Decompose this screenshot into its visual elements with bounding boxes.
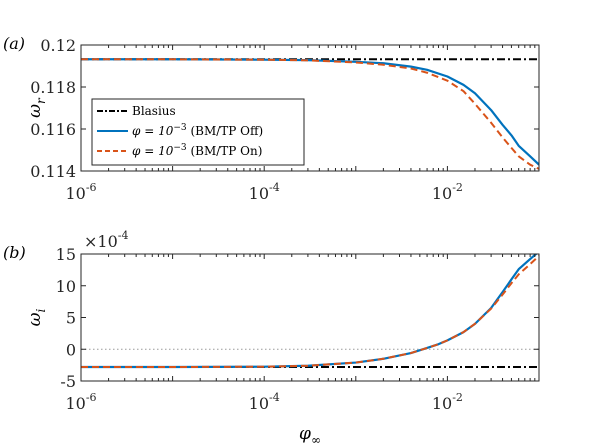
- legend-label-math: φ = 10: [132, 124, 174, 138]
- legend-label-tail: (BM/TP On): [187, 144, 263, 158]
- x-tick-label-base: 10: [432, 394, 452, 413]
- legend-label-exp: −3: [173, 143, 187, 153]
- y-tick-label: 10: [56, 277, 76, 296]
- x-tick-label-exp: -4: [269, 181, 280, 194]
- y-tick-label: 0.116: [30, 120, 76, 139]
- legend-label: φ = 10−3 (BM/TP Off): [132, 123, 263, 138]
- y-axis-label-sub: i: [34, 308, 48, 312]
- x-tick-label-exp: -6: [86, 391, 97, 404]
- y-multiplier-exp: -4: [118, 229, 129, 242]
- y-tick-label: 0.118: [30, 78, 76, 97]
- x-axis-label: φ∞: [299, 424, 321, 446]
- x-tick-label-base: 10: [65, 394, 85, 413]
- y-axis-label-base: ω: [25, 312, 45, 326]
- x-tick-label-base: 10: [432, 184, 452, 203]
- y-multiplier: ×10-4: [84, 229, 128, 251]
- y-tick-label: -5: [60, 372, 76, 391]
- legend-label-exp: −3: [173, 123, 187, 133]
- x-axis-label-base: φ: [299, 424, 311, 444]
- y-axis-label-sub: r: [34, 97, 48, 104]
- x-tick-label: 10-2: [432, 391, 463, 413]
- x-tick-label: 10-6: [65, 391, 96, 413]
- y-tick-label: 15: [56, 245, 76, 264]
- legend-label: φ = 10−3 (BM/TP On): [132, 143, 262, 158]
- y-axis-label-base: ω: [25, 104, 45, 118]
- series-line-bmtp-on: [81, 58, 539, 170]
- x-tick-label-base: 10: [65, 184, 85, 203]
- x-tick-label: 10-6: [65, 181, 96, 203]
- panel-label: (a): [3, 34, 25, 53]
- y-tick-label: 5: [66, 309, 76, 328]
- panel-label: (b): [3, 243, 26, 262]
- legend-label: Blasius: [132, 104, 176, 118]
- x-tick-label-exp: -2: [452, 391, 463, 404]
- legend-label-tail: (BM/TP Off): [187, 124, 264, 138]
- series-line-bmtp-on: [81, 255, 539, 369]
- y-tick-label: 0.12: [40, 36, 76, 55]
- y-axis-label: ωi: [25, 308, 48, 326]
- x-tick-label-exp: -4: [269, 391, 280, 404]
- x-tick-label-base: 10: [249, 394, 269, 413]
- x-tick-label-base: 10: [249, 184, 269, 203]
- axes-box: [80, 44, 540, 172]
- x-tick-label: 10-4: [249, 391, 280, 413]
- axes-box: [80, 253, 540, 382]
- y-multiplier-base: ×10: [84, 232, 118, 251]
- x-tick-label-exp: -2: [452, 181, 463, 194]
- x-tick-label: 10-2: [432, 181, 463, 203]
- y-tick-label: 0.114: [30, 162, 76, 181]
- x-tick-label-exp: -6: [86, 181, 97, 194]
- y-tick-label: 0: [66, 340, 76, 359]
- legend-label-math: φ = 10: [132, 144, 174, 158]
- x-tick-label: 10-4: [249, 181, 280, 203]
- x-axis-label-sub: ∞: [311, 433, 321, 446]
- panel-a: 10-6 10-4 10-20.1140.1160.1180.12(a)ωrBlas…: [3, 34, 540, 203]
- y-axis-label: ωr: [25, 97, 48, 118]
